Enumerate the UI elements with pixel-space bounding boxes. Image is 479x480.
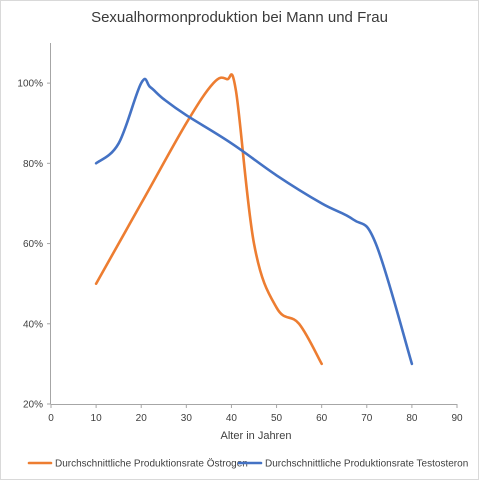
y-tick-label: 60% [23, 239, 43, 250]
x-tick-label: 50 [271, 413, 283, 424]
series-line-testosteron [94, 77, 414, 366]
x-tick-label: 90 [451, 413, 463, 424]
x-tick-label: 0 [48, 413, 54, 424]
x-tick-label: 60 [316, 413, 328, 424]
y-tick-label: 100% [17, 79, 43, 90]
y-tick-label: 40% [23, 319, 43, 330]
x-axis-title: Alter in Jahren [221, 430, 292, 442]
x-tick-label: 10 [91, 413, 103, 424]
y-tick-label: 20% [23, 400, 43, 411]
legend-label: Durchschnittliche Produktionsrate Testos… [265, 459, 468, 470]
legend-label: Durchschnittliche Produktionsrate Östrog… [55, 458, 248, 470]
chart-title: Sexualhormonproduktion bei Mann und Frau [91, 9, 388, 26]
x-tick-label: 40 [226, 413, 238, 424]
y-tick-label: 80% [23, 159, 43, 170]
x-tick-label: 30 [181, 413, 193, 424]
x-tick-label: 80 [406, 413, 418, 424]
x-tick-label: 20 [136, 413, 148, 424]
series-line-oestrogen [94, 73, 323, 366]
x-tick-label: 70 [361, 413, 373, 424]
